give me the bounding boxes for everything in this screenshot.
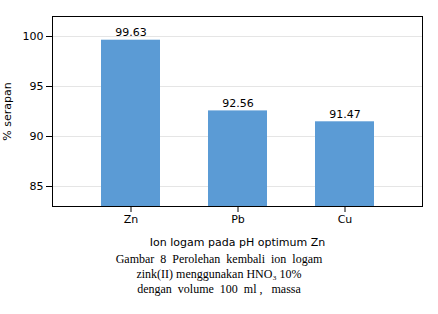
svg-text:Ion logam pada pH optimum Zn: Ion logam pada pH optimum Zn xyxy=(150,236,325,249)
svg-text:99.63: 99.63 xyxy=(115,26,147,39)
svg-text:Cu: Cu xyxy=(338,213,353,226)
html-text:Gambar 8 Perolehan kembali ion: Gambar 8 Perolehan kembali ion logam xyxy=(115,252,323,266)
svg-text:Pb: Pb xyxy=(231,213,245,226)
svg-text:95: 95 xyxy=(30,80,44,93)
svg-text:91.47: 91.47 xyxy=(329,108,361,121)
svg-text:Zn: Zn xyxy=(124,213,139,226)
svg-text:90: 90 xyxy=(30,130,44,143)
svg-text:92.56: 92.56 xyxy=(222,97,254,110)
html-text:zink(II) menggunakan HNO₃ 10%: zink(II) menggunakan HNO₃ 10% xyxy=(136,267,302,281)
svg-text:85: 85 xyxy=(30,180,44,193)
svg-text:% serapan: % serapan xyxy=(1,82,14,140)
svg-text:100: 100 xyxy=(23,30,44,43)
html-text:dengan volume 100 ml , massa: dengan volume 100 ml , massa xyxy=(137,282,301,296)
